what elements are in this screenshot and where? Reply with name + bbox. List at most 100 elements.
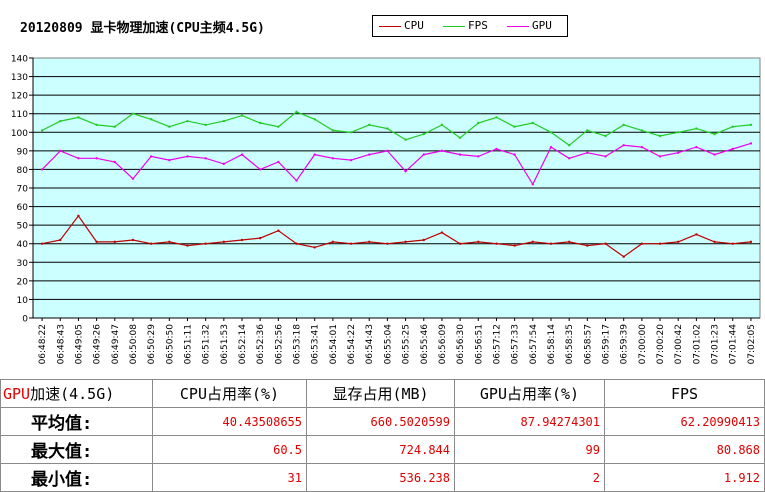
y-tick-label: 30 [17, 259, 29, 269]
data-point-cpu [640, 242, 644, 245]
data-point-cpu [404, 240, 407, 244]
x-tick-label: 06:52:14 [238, 324, 248, 365]
x-tick-label: 06:56:51 [474, 324, 484, 364]
data-point-fps [549, 131, 553, 134]
data-point-cpu [477, 240, 480, 244]
stats-cell: 1.912 [604, 463, 765, 492]
data-point-cpu [168, 240, 171, 244]
stats-cell: 724.844 [306, 435, 455, 464]
stats-row-min: 最小值: 31 536.238 2 1.912 [0, 463, 765, 492]
data-point-fps [40, 129, 44, 132]
data-point-gpu [422, 153, 425, 156]
data-point-fps [658, 134, 662, 138]
x-tick-label: 06:55:25 [402, 324, 412, 364]
data-point-fps [349, 131, 353, 134]
data-point-cpu [131, 238, 135, 242]
y-tick-label: 140 [11, 55, 28, 65]
stats-cell: 660.5020599 [306, 407, 455, 436]
x-tick-label: 06:56:30 [456, 324, 466, 365]
x-tick-label: 06:54:22 [347, 324, 357, 364]
x-tick-label: 06:50:29 [147, 324, 157, 365]
data-point-fps [295, 110, 298, 114]
stats-row-label: 最大值: [0, 435, 153, 464]
data-point-gpu [77, 157, 80, 160]
data-point-cpu [349, 242, 353, 245]
data-point-cpu [313, 246, 316, 249]
stats-cell: 31 [152, 463, 307, 492]
x-tick-label: 06:57:33 [511, 324, 521, 364]
x-tick-label: 06:59:39 [620, 324, 630, 365]
data-point-cpu [495, 242, 498, 245]
y-tick-label: 120 [11, 92, 28, 102]
stats-cell: 62.20990413 [604, 407, 765, 436]
x-tick-label: 06:50:50 [165, 324, 175, 365]
data-point-cpu [368, 240, 371, 244]
data-point-gpu [149, 155, 153, 158]
data-point-gpu [240, 153, 244, 156]
data-point-fps [59, 119, 62, 123]
data-point-cpu [240, 238, 244, 242]
stats-row-avg: 平均值: 40.43508655 660.5020599 87.94274301… [0, 407, 765, 436]
data-point-gpu [277, 160, 280, 164]
data-point-gpu [604, 155, 607, 158]
x-tick-label: 06:51:11 [183, 324, 193, 364]
data-point-fps [149, 118, 153, 121]
chart-legend: CPU FPS GPU [372, 15, 568, 37]
data-point-gpu [331, 157, 335, 160]
data-point-cpu [149, 242, 153, 245]
data-point-cpu [331, 240, 335, 244]
stats-col-fps: FPS [604, 379, 765, 408]
data-point-cpu [586, 244, 589, 247]
data-point-cpu [277, 229, 280, 232]
data-point-fps [586, 129, 589, 132]
x-tick-label: 06:58:35 [565, 324, 575, 364]
data-point-gpu [204, 157, 207, 160]
x-tick-label: 06:49:26 [93, 324, 103, 365]
x-tick-label: 06:58:14 [547, 324, 557, 365]
data-point-fps [258, 121, 262, 125]
x-tick-label: 06:53:41 [311, 324, 321, 364]
x-tick-label: 07:00:00 [638, 324, 648, 365]
data-point-fps [531, 121, 535, 125]
data-point-fps [677, 131, 680, 134]
x-tick-label: 07:01:44 [729, 324, 739, 365]
legend-item-cpu: CPU [379, 19, 424, 32]
data-point-gpu [640, 145, 644, 149]
line-chart: 0 10 20 30 40 50 60 70 80 90 100 110 120 130 140 06:48:… [11, 55, 761, 365]
data-point-fps [640, 129, 644, 132]
data-point-fps [477, 121, 480, 125]
data-point-gpu [622, 144, 625, 147]
y-tick-label: 40 [17, 240, 29, 250]
data-point-fps [731, 125, 734, 128]
data-point-cpu [295, 242, 298, 245]
data-point-cpu [386, 242, 389, 245]
data-point-cpu [531, 240, 535, 244]
data-point-gpu [95, 157, 98, 160]
y-tick-label: 110 [11, 110, 28, 120]
x-tick-label: 06:57:12 [492, 324, 502, 364]
data-point-fps [331, 129, 335, 132]
stats-row-label: 平均值: [0, 407, 153, 436]
legend-item-fps: FPS [443, 19, 488, 32]
data-point-gpu [168, 158, 171, 162]
data-point-gpu [658, 155, 662, 158]
data-point-cpu [713, 240, 716, 244]
data-point-gpu [695, 145, 698, 149]
stats-cell: 2 [454, 463, 605, 492]
chart-title: 20120809 显卡物理加速(CPU主频4.5G) [20, 21, 265, 36]
data-point-fps [168, 125, 171, 128]
x-tick-label: 06:50:08 [129, 324, 139, 365]
stats-cell: 87.94274301 [454, 407, 605, 436]
x-tick-label: 07:00:20 [656, 324, 666, 365]
data-point-gpu [440, 149, 444, 153]
data-point-cpu [113, 240, 116, 244]
series-line-cpu [41, 214, 751, 258]
data-point-fps [95, 123, 98, 127]
data-point-cpu [222, 240, 226, 244]
y-tick-label: 130 [11, 73, 28, 83]
data-point-fps [440, 123, 444, 127]
legend-label-fps: FPS [468, 19, 488, 32]
data-point-cpu [186, 244, 189, 247]
data-point-fps [458, 136, 462, 140]
y-tick-label: 70 [17, 185, 29, 195]
